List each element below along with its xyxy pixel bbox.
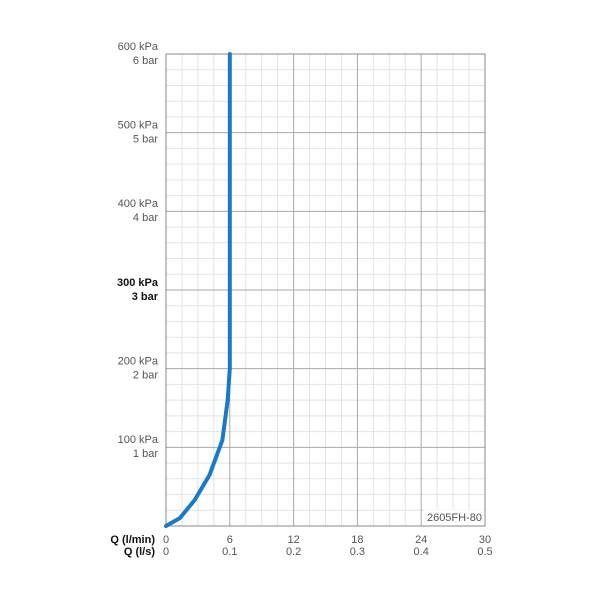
x-tick-label: 0 xyxy=(163,534,169,546)
x-tick-label: 6 xyxy=(227,534,233,546)
x2-tick-label: 0.3 xyxy=(350,546,365,558)
y-tick-label: 100 kPa xyxy=(118,434,159,446)
x-tick-label: 24 xyxy=(415,534,427,546)
y2-tick-label: 2 bar xyxy=(133,370,158,382)
annotation-bg xyxy=(424,510,484,525)
x2-tick-label: 0.5 xyxy=(477,546,492,558)
x2-tick-label: 0.1 xyxy=(222,546,237,558)
plot-frame xyxy=(165,53,486,527)
x-tick-label: 12 xyxy=(287,534,299,546)
x-axis-label: Q (l/min) xyxy=(110,534,155,546)
x2-axis-label: Q (l/s) xyxy=(124,546,156,558)
y-tick-label: 300 kPa xyxy=(117,277,159,289)
y2-tick-label: 6 bar xyxy=(133,55,158,67)
x2-tick-label: 0.4 xyxy=(414,546,429,558)
x-tick-label: 18 xyxy=(351,534,363,546)
y2-tick-label: 4 bar xyxy=(133,212,158,224)
y-tick-label: 400 kPa xyxy=(118,198,159,210)
y2-tick-label: 1 bar xyxy=(133,448,158,460)
y2-tick-label: 3 bar xyxy=(132,291,159,303)
flow-curve xyxy=(164,52,232,528)
annotation: 2605FH-80 xyxy=(427,512,482,524)
y-tick-label: 200 kPa xyxy=(118,356,159,368)
y2-tick-label: 5 bar xyxy=(133,134,158,146)
x2-tick-label: 0.2 xyxy=(286,546,301,558)
y-tick-label: 600 kPa xyxy=(118,41,159,53)
x-tick-label: 30 xyxy=(479,534,491,546)
x2-tick-label: 0 xyxy=(163,546,169,558)
y-tick-label: 500 kPa xyxy=(118,120,159,132)
